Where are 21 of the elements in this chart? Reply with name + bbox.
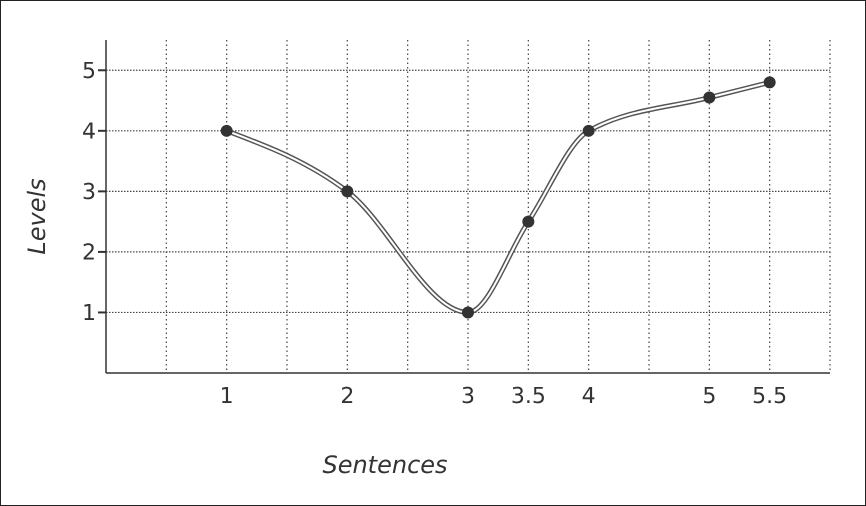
x-tick-label: 3 bbox=[461, 384, 475, 409]
point bbox=[703, 92, 716, 104]
x-tick-label: 1 bbox=[220, 384, 234, 409]
point bbox=[522, 216, 534, 228]
point bbox=[764, 76, 776, 88]
point bbox=[341, 185, 354, 198]
y-tick-label: 1 bbox=[82, 301, 96, 326]
x-tick-label: 4 bbox=[582, 384, 596, 409]
point bbox=[582, 124, 595, 137]
y-tick-label: 4 bbox=[82, 120, 96, 145]
x-tick-label: 5.5 bbox=[752, 384, 788, 409]
y-tick-label: 5 bbox=[82, 58, 96, 84]
x-tick-label: 3.5 bbox=[510, 384, 546, 409]
y-tick-label: 2 bbox=[82, 240, 96, 266]
y-tick-label: 3 bbox=[82, 180, 96, 206]
x-tick-label: 2 bbox=[340, 384, 354, 409]
point bbox=[220, 124, 233, 137]
point bbox=[462, 306, 474, 318]
y-axis-title: Levels bbox=[23, 178, 51, 255]
x-axis-title: Sentences bbox=[322, 451, 448, 479]
x-tick-label: 5 bbox=[702, 384, 716, 409]
